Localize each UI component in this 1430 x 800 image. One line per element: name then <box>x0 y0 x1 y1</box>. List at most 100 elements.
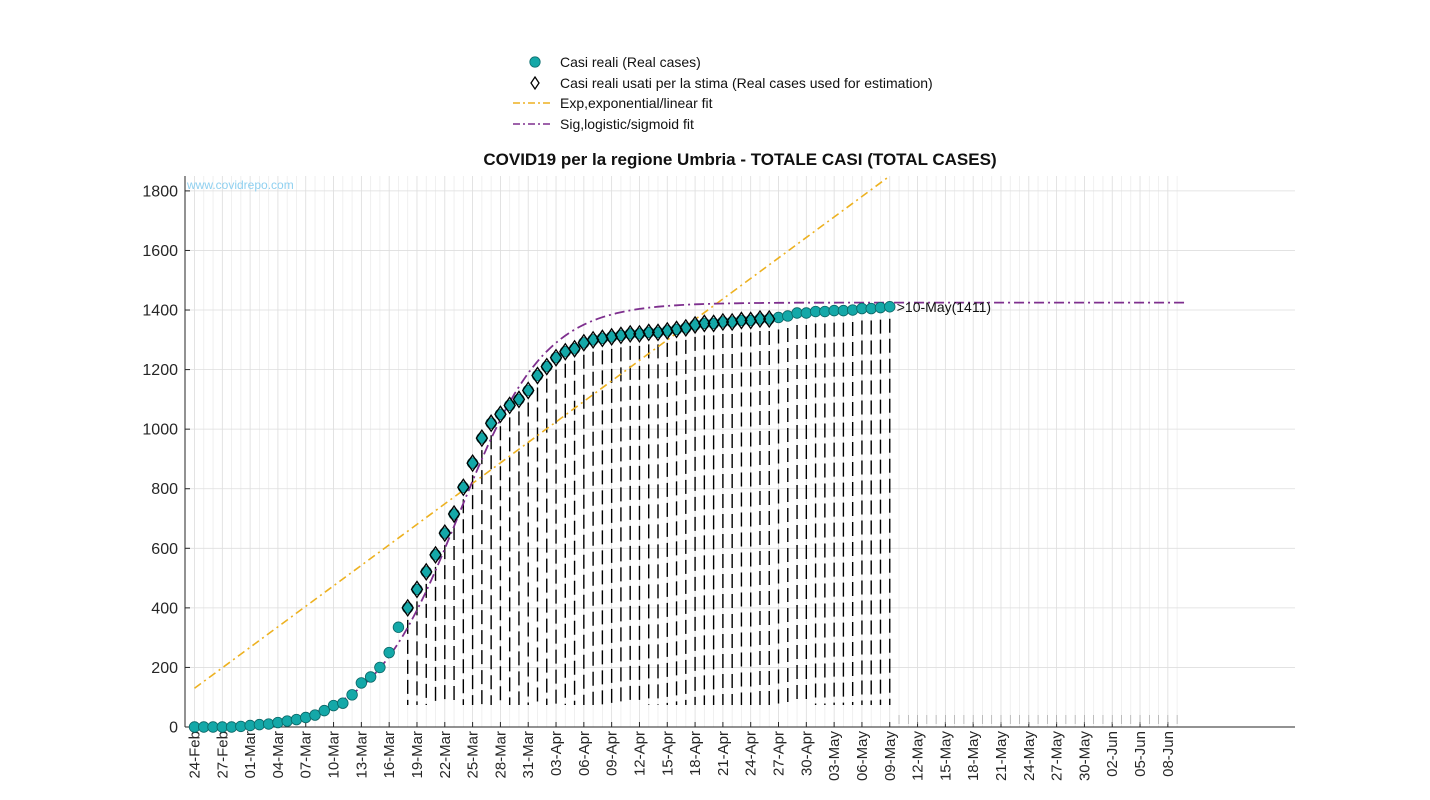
real-case-point <box>337 697 349 709</box>
real-case-point <box>383 646 395 659</box>
x-tick-label: 03-May <box>826 731 843 782</box>
real-case-point <box>262 718 275 730</box>
x-tick-label: 07-Mar <box>298 731 315 779</box>
x-tick-label: 09-Apr <box>604 731 621 776</box>
x-tick-label: 24-Feb <box>187 731 204 779</box>
x-tick-label: 05-Jun <box>1132 731 1149 777</box>
estimation-point <box>660 321 674 341</box>
x-tick-label: 21-May <box>993 731 1010 782</box>
real-case-point <box>364 671 377 683</box>
x-tick-label: 30-Apr <box>798 731 815 776</box>
y-tick-label: 800 <box>151 481 178 498</box>
legend-item-sig-fit: Sig,logistic/sigmoid fit <box>505 114 985 135</box>
legend-item-estimation: Casi reali usati per la stima (Real case… <box>505 73 985 94</box>
x-tick-label: 06-Apr <box>576 731 593 776</box>
legend-label-estimation: Casi reali usati per la stima (Real case… <box>560 74 933 91</box>
x-tick-label: 13-Mar <box>353 731 370 779</box>
x-tick-label: 08-Jun <box>1160 731 1177 777</box>
estimation-point <box>605 327 618 346</box>
estimation-point <box>494 405 507 424</box>
estimation-point <box>540 357 554 376</box>
real-case-point <box>884 301 896 313</box>
estimation-point <box>549 348 563 367</box>
grid-layer <box>185 176 1295 728</box>
x-tick-label: 01-Mar <box>242 731 259 779</box>
estimation-point <box>512 390 526 409</box>
estimation-point <box>457 478 470 497</box>
legend-marker-circle-icon <box>529 56 541 68</box>
x-tick-label: 27-May <box>1049 731 1066 782</box>
legend-label-exp-fit: Exp,exponential/linear fit <box>560 95 713 112</box>
estimation-point <box>698 314 711 333</box>
x-tick-label: 12-Apr <box>631 731 648 776</box>
x-tick-label: 15-May <box>937 731 954 782</box>
estimation-point <box>447 504 461 524</box>
x-tick-label: 24-May <box>1021 731 1038 782</box>
estimation-point <box>707 314 720 333</box>
estimation-point <box>521 381 535 400</box>
estimation-point <box>633 324 646 344</box>
estimation-point <box>744 311 757 330</box>
exp-fit-line <box>194 175 891 689</box>
legend-line-sig-icon <box>513 123 553 125</box>
real-case-point <box>272 716 284 729</box>
legend-item-real-cases: Casi reali (Real cases) <box>505 52 985 73</box>
legend-label-real-cases: Casi reali (Real cases) <box>560 54 701 71</box>
estimation-point <box>623 324 637 344</box>
real-case-point <box>327 699 340 712</box>
y-tick-label: 600 <box>151 541 178 558</box>
real-case-point <box>290 713 303 726</box>
estimation-point <box>725 312 739 332</box>
estimation-point <box>438 523 452 543</box>
estimation-point <box>503 396 516 415</box>
real-case-point <box>772 311 785 324</box>
estimation-point <box>716 312 730 332</box>
y-tick-label: 1200 <box>142 362 178 379</box>
estimation-points-layer <box>401 309 776 618</box>
x-tick-label: 25-Mar <box>465 731 482 779</box>
estimation-point <box>670 320 683 339</box>
real-case-point <box>309 709 321 721</box>
x-tick-label: 27-Feb <box>214 731 231 779</box>
x-tick-label: 03-Apr <box>548 731 565 776</box>
real-case-point <box>374 661 386 674</box>
estimation-point <box>484 414 498 433</box>
estimation-point <box>586 330 600 349</box>
chart-title: COVID19 per la regione Umbria - TOTALE C… <box>483 150 997 169</box>
real-case-point <box>355 677 368 689</box>
estimation-point <box>475 428 489 448</box>
x-tick-label: 21-Apr <box>715 731 732 776</box>
y-tick-label: 1800 <box>142 183 178 200</box>
real-case-point <box>281 715 293 727</box>
x-tick-label: 15-Apr <box>659 731 676 776</box>
estimation-point <box>466 453 479 473</box>
estimation-point <box>688 315 702 335</box>
legend-label-sig-fit: Sig,logistic/sigmoid fit <box>560 115 694 132</box>
x-tick-label: 19-Mar <box>409 731 426 779</box>
estimation-point <box>753 309 767 329</box>
watermark: www.covidrepo.com <box>187 178 294 192</box>
annotation-last-value: >10-May(1411) <box>897 299 991 315</box>
x-tick-label: 18-Apr <box>687 731 704 776</box>
x-tick-label: 09-May <box>882 731 899 782</box>
real-case-point <box>346 689 358 701</box>
y-tick-label: 1000 <box>142 422 178 439</box>
estimation-point <box>429 545 442 564</box>
sigmoid-fit-line <box>194 301 1187 727</box>
estimation-point <box>596 329 609 348</box>
y-tick-label: 1600 <box>142 243 178 260</box>
legend-line-exp-icon <box>513 102 553 104</box>
x-tick-label: 18-May <box>965 731 982 782</box>
x-tick-label: 22-Mar <box>437 731 454 779</box>
real-case-point <box>300 711 312 724</box>
x-tick-label: 06-May <box>854 731 871 782</box>
estimation-point <box>651 323 665 342</box>
x-tick-label: 10-Mar <box>326 731 343 779</box>
x-tick-label: 27-Apr <box>771 731 788 776</box>
real-case-point <box>846 304 859 316</box>
estimation-point <box>568 339 581 358</box>
legend-marker-diamond-icon <box>530 75 540 90</box>
x-tick-label: 24-Apr <box>743 731 760 776</box>
legend-item-exp-fit: Exp,exponential/linear fit <box>505 93 985 114</box>
estimation-point <box>614 326 628 345</box>
